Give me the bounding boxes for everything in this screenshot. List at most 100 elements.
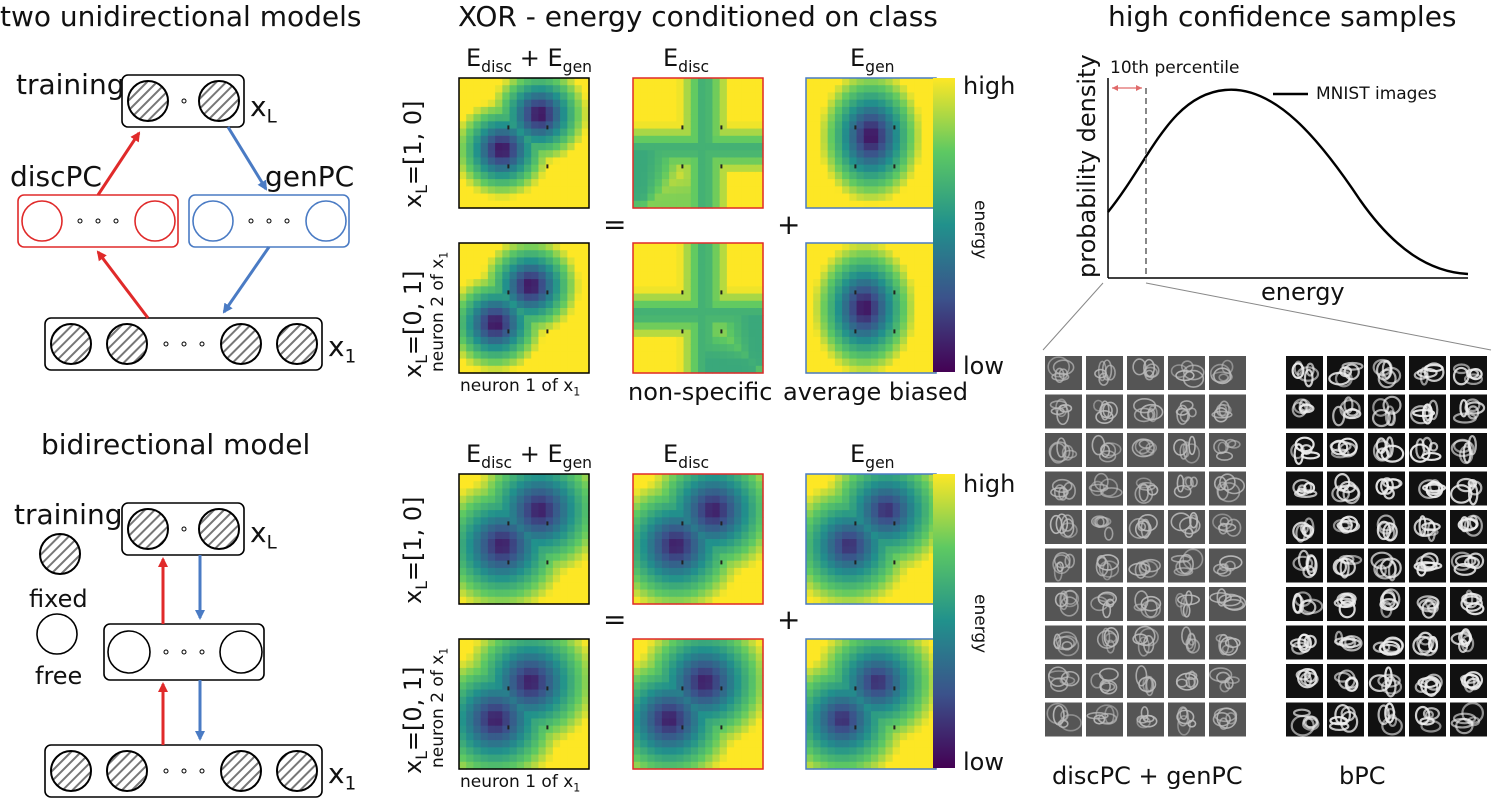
x1-input-layer-bottom [44,744,323,798]
left-title-unidirectional: two unidirectional models [0,0,362,33]
fixed-label: fixed [29,585,88,613]
sample-image [1327,625,1364,660]
sample-image [1209,587,1247,621]
x1-input-layer-top [44,317,323,371]
x1-label-bottom: x1 [328,757,357,795]
sample-image [1327,510,1364,544]
sample-image [1127,548,1164,583]
sample-image [1450,664,1487,698]
sample-image [1450,356,1487,390]
sample-image [1209,702,1246,737]
sample-image [1127,587,1164,621]
sample-image [1368,394,1405,429]
sample-image [1409,510,1446,544]
sample-image [1209,548,1246,583]
sample-image [1286,587,1324,621]
col-head-sum-top: Edisc + Egen [466,44,593,76]
sample-image [1409,548,1446,583]
sample-image [1327,548,1364,583]
sample-image [1286,510,1323,544]
heatmap-r2-c2 [632,242,764,374]
plus-sign-bottom: + [777,603,801,636]
sample-image [1209,510,1246,544]
sample-image [1127,664,1164,698]
heatmap-r1-c1 [458,77,590,209]
sample-image [1450,433,1487,467]
sample-image [1086,587,1123,621]
heatmap-r4-c1 [458,638,590,770]
arrow-gen-upper [226,126,268,191]
row-label-1-top: xL=[1, 0] [399,100,431,208]
sample-image [1368,587,1405,621]
arrow-disc-upper [96,131,141,196]
sample-image [1209,394,1246,429]
sample-image [1368,702,1405,737]
right-title: high confidence samples [1108,0,1457,33]
equals-sign-top: = [603,208,627,241]
sample-image [1368,625,1405,660]
sample-image [1045,471,1082,506]
sample-image [1168,356,1205,390]
sample-image [1409,433,1446,467]
left-title-bidirectional: bidirectional model [41,428,311,461]
training-label-top: training [16,68,125,101]
heatmap-r3-c3 [805,473,937,605]
discpc-hidden-layer [17,194,179,248]
sample-image [1168,510,1205,544]
samples-grid-bpc [1286,356,1487,737]
nonspecific-label: non-specific [628,378,773,406]
sample-image [1368,664,1405,698]
sample-image [1327,587,1364,621]
sample-image [1168,702,1205,737]
sample-image [1127,433,1164,467]
heatmap-r4-c2 [632,638,764,770]
sample-image [1409,625,1446,660]
sample-image [1450,394,1487,429]
sample-image [1045,548,1082,583]
row-label-2-bottom: xL=[0, 1] [399,666,431,774]
sample-image [1286,394,1323,429]
xlabel-top: neuron 1 of x1 [460,376,581,399]
sample-image [1168,548,1205,583]
heatmap-r3-c2 [632,473,764,605]
sample-image [1209,471,1246,506]
grid2-label: bPC [1339,762,1386,790]
cbar-high-top: high [963,72,1016,100]
sample-image [1450,587,1487,621]
sample-image [1327,702,1364,737]
sample-image [1286,702,1323,737]
legend-free-node [36,613,78,655]
col-head-gen-top: Egen [850,44,895,76]
sample-image [1286,548,1323,583]
sample-image [1286,664,1323,698]
sample-image [1045,394,1082,429]
xl-node-box-bottom [121,502,245,556]
ylabel-top: neuron 2 of x1 [428,251,451,372]
sample-image [1045,625,1082,660]
x1-label-top: x1 [328,330,357,368]
sample-image [1368,548,1405,583]
sample-image [1086,548,1123,583]
sample-image [1409,471,1447,506]
training-label-bottom: training [14,498,123,531]
heatmap-r2-c1 [458,242,590,374]
sample-image [1409,394,1446,429]
sample-image [1045,702,1082,737]
density-curve [1107,88,1469,276]
sample-image [1168,471,1205,506]
sample-image [1450,625,1487,660]
bpc-hidden-layer [103,623,265,681]
row-label-2-top: xL=[0, 1] [399,270,431,378]
sample-image [1450,548,1487,583]
cbar-high-bottom: high [963,470,1016,498]
sample-image [1127,356,1164,390]
free-label: free [35,662,83,690]
col-head-sum-bottom: Edisc + Egen [466,440,593,472]
heatmap-r1-c3 [805,77,937,209]
ylabel-bottom: neuron 2 of x1 [428,647,451,768]
heatmap-r2-c3 [805,242,937,374]
arrow-disc-lower [96,250,150,319]
sample-image [1450,510,1487,544]
sample-image [1286,471,1323,506]
sample-image [1086,664,1123,698]
